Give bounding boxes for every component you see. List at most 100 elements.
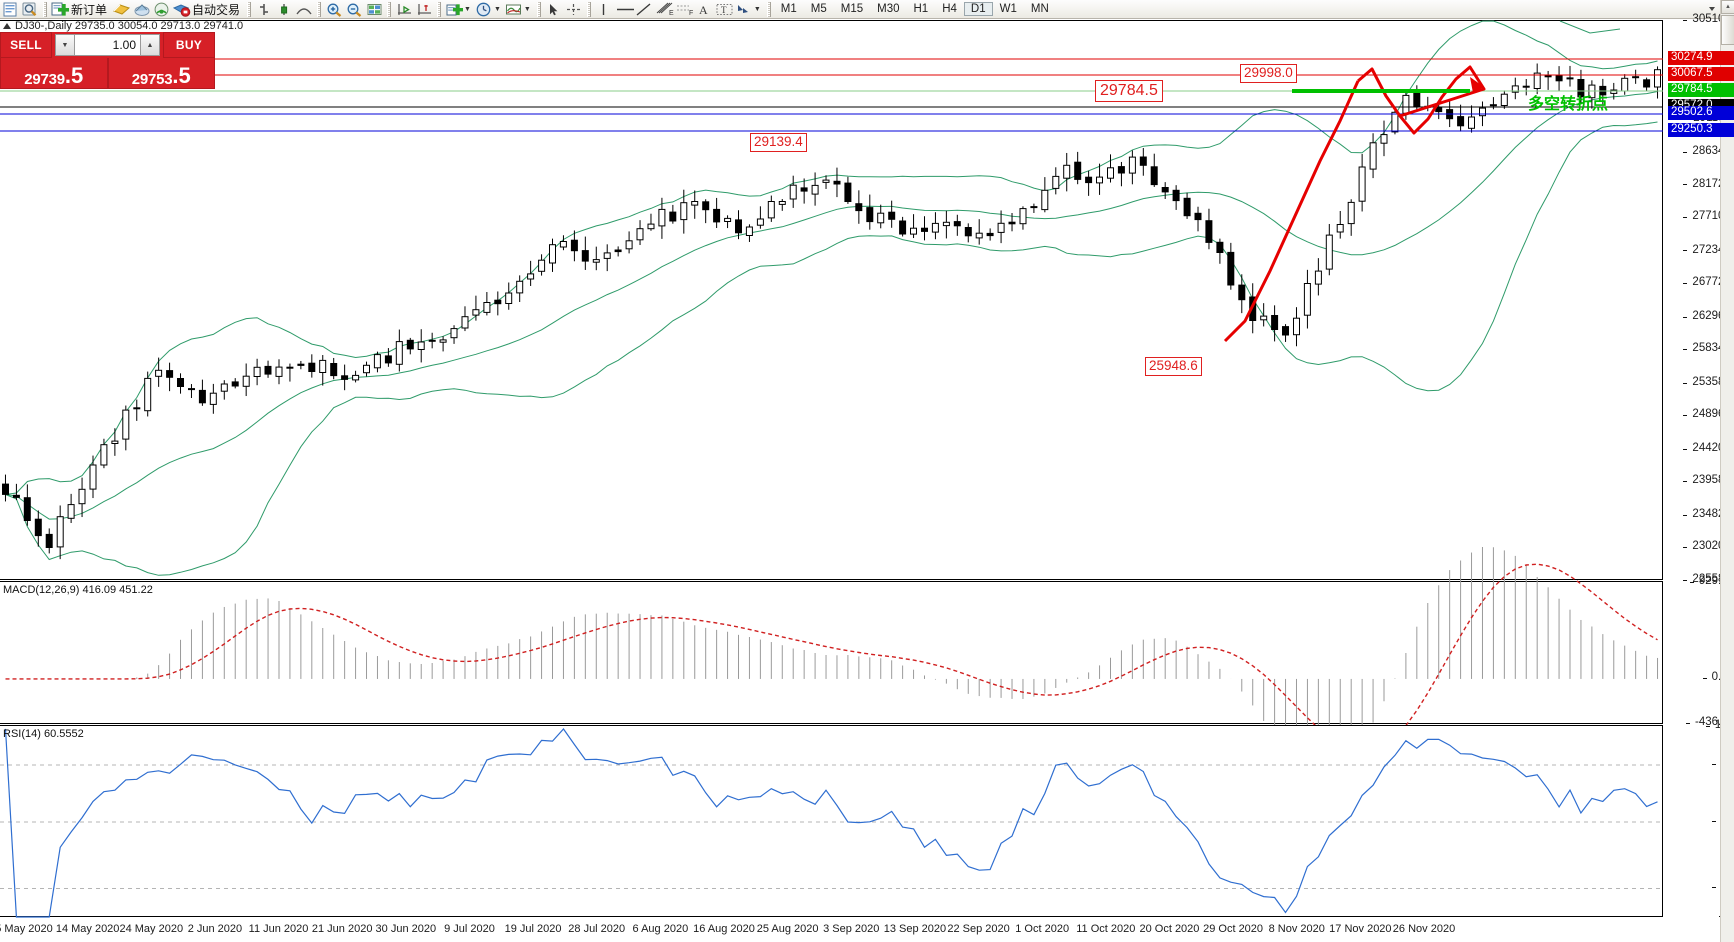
price-level-badge: 29502.6 [1668, 106, 1734, 120]
timeframe-w1[interactable]: W1 [999, 3, 1017, 15]
line-chart-icon[interactable] [294, 0, 314, 18]
autotrading-label[interactable]: 自动交易 [192, 2, 241, 17]
volume-input[interactable]: 1.00 [75, 34, 140, 56]
toolbar-separator [586, 1, 591, 17]
chevron-down-icon[interactable]: ▼ [464, 5, 471, 13]
price-tick: 25358.0 [1683, 376, 1734, 389]
price-tick: 30510.0 [1683, 13, 1734, 26]
new-order-icon[interactable] [50, 0, 70, 18]
rsi-pane[interactable]: RSI(14) 60.5552 [0, 725, 1663, 918]
macd-label: MACD(12,26,9) 416.09 451.22 [3, 584, 153, 596]
sell-button[interactable]: SELL [0, 32, 52, 58]
price-tick: 24896.0 [1683, 409, 1734, 421]
volume-increase-icon[interactable]: ▲ [140, 34, 160, 56]
time-label: 3 Sep 2020 [823, 923, 880, 935]
collapse-triangle-icon[interactable] [3, 23, 11, 29]
zoom-in-icon[interactable] [324, 0, 344, 18]
time-scale[interactable]: 5 May 2020 14 May 2020 24 May 2020 2 Jun 20… [0, 921, 1663, 942]
macd-pane[interactable]: MACD(12,26,9) 416.09 451.22 [0, 547, 1663, 770]
volume-decrease-icon[interactable]: ▼ [55, 34, 75, 56]
price-tick: 22558.0 [1683, 573, 1734, 586]
toolbar-separator [536, 1, 541, 17]
timeframe-d1[interactable]: D1 [963, 2, 993, 16]
sell-price[interactable]: 29739.5 [0, 58, 108, 89]
chart-shift-icon[interactable] [394, 0, 414, 18]
price-tick: 23020.0 [1683, 541, 1734, 553]
time-label: 9 Jul 2020 [444, 923, 495, 935]
time-label: 26 Nov 2020 [1392, 923, 1456, 935]
time-label: 6 Aug 2020 [632, 923, 689, 935]
toolbar-separator [766, 1, 771, 17]
terminal-icon[interactable] [0, 0, 20, 18]
text-box-icon[interactable]: T [714, 0, 734, 18]
buy-button[interactable]: BUY [163, 32, 215, 58]
shapes-icon[interactable] [734, 0, 754, 18]
chart-area[interactable]: MACD(12,26,9) 416.09 451.22 RSI(14) 60.5… [0, 13, 1734, 935]
chevron-down-icon[interactable]: ▼ [523, 5, 531, 13]
price-tick: 24420.0 [1683, 442, 1734, 455]
autotrading-icon[interactable] [171, 0, 191, 18]
toolbar-separator [43, 1, 47, 17]
templates-icon[interactable] [504, 0, 524, 18]
fibonacci-icon[interactable]: E [654, 0, 674, 18]
sell-price-frac: .5 [64, 63, 84, 89]
timeframe-m30[interactable]: M30 [877, 3, 900, 15]
chart-grid-icon[interactable] [364, 0, 384, 18]
crosshair-icon[interactable] [564, 0, 584, 18]
trade-panel-controls[interactable]: SELL ▼ 1.00 ▲ BUY [0, 32, 215, 58]
macd-tick: 929.45 [1689, 575, 1734, 588]
metaeditor-icon[interactable] [111, 0, 131, 18]
chinese-note: 多空转折点 [1528, 94, 1609, 113]
scroll-up-button[interactable]: ▲ [1721, 0, 1734, 14]
trendline-icon[interactable] [634, 0, 654, 18]
toolbar-overflow-button[interactable] [1704, 0, 1720, 19]
vertical-scrollbar[interactable]: ▲ [1720, 0, 1734, 942]
svg-text:T: T [721, 5, 727, 15]
vertical-line-icon[interactable] [594, 0, 614, 18]
svg-text:F: F [689, 10, 693, 17]
price-pane[interactable] [0, 20, 1663, 580]
rsi-canvas[interactable] [0, 726, 1663, 918]
chevron-down-icon[interactable]: ▼ [753, 5, 761, 13]
timeframe-m15[interactable]: M15 [840, 3, 864, 15]
horizontal-line-icon[interactable] [614, 0, 634, 18]
price-tick: 25834.0 [1683, 343, 1734, 355]
text-label-icon[interactable]: A [694, 0, 714, 18]
auto-scroll-icon[interactable] [414, 0, 434, 18]
data-window-icon[interactable] [20, 0, 40, 18]
strategy-tester-icon[interactable] [131, 0, 151, 18]
new-order-label[interactable]: 新订单 [71, 2, 108, 17]
main-toolbar[interactable]: 新订单 自动交易 [0, 0, 1734, 19]
one-click-trading-panel[interactable]: SELL ▼ 1.00 ▲ BUY 29739.5 29753.5 [0, 32, 215, 89]
price-tag-29784: 29784.5 [1095, 80, 1163, 102]
bar-chart-icon[interactable] [254, 0, 274, 18]
toolbar-separator [317, 1, 322, 17]
zoom-out-icon[interactable] [344, 0, 364, 18]
candlestick-chart-icon[interactable] [274, 0, 294, 18]
time-label: 5 May 2020 [0, 923, 53, 935]
timeframe-h1[interactable]: H1 [913, 3, 929, 15]
macd-tick: -436.65 [1685, 716, 1734, 729]
cursor-icon[interactable] [544, 0, 564, 18]
timeframe-m1[interactable]: M1 [780, 3, 797, 15]
time-label: 13 Sep 2020 [883, 923, 947, 935]
timeframe-m5[interactable]: M5 [810, 3, 827, 15]
period-clock-icon[interactable] [474, 0, 494, 18]
scroll-thumb[interactable] [1721, 15, 1734, 45]
chevron-down-icon[interactable]: ▼ [493, 5, 501, 13]
time-label: 14 May 2020 [55, 923, 120, 935]
price-tick: 28172.0 [1683, 178, 1734, 191]
volume-stepper[interactable]: ▼ 1.00 ▲ [52, 32, 163, 58]
timeframe-mn[interactable]: MN [1030, 3, 1049, 15]
channel-icon[interactable]: F [674, 0, 694, 18]
sell-price-int: 29739 [24, 71, 65, 88]
svg-text:A: A [699, 3, 708, 17]
buy-price[interactable]: 29753.5 [107, 58, 215, 89]
indicators-icon[interactable] [444, 0, 464, 18]
chart-symbol-header: DJ30-,Daily 29735.0 30054.0 29713.0 2974… [3, 20, 243, 32]
price-tick: 26296.0 [1683, 310, 1734, 323]
signals-icon[interactable] [151, 0, 171, 18]
macd-canvas[interactable] [0, 547, 1663, 770]
timeframe-h4[interactable]: H4 [942, 3, 957, 15]
price-chart-canvas[interactable] [0, 20, 1663, 581]
